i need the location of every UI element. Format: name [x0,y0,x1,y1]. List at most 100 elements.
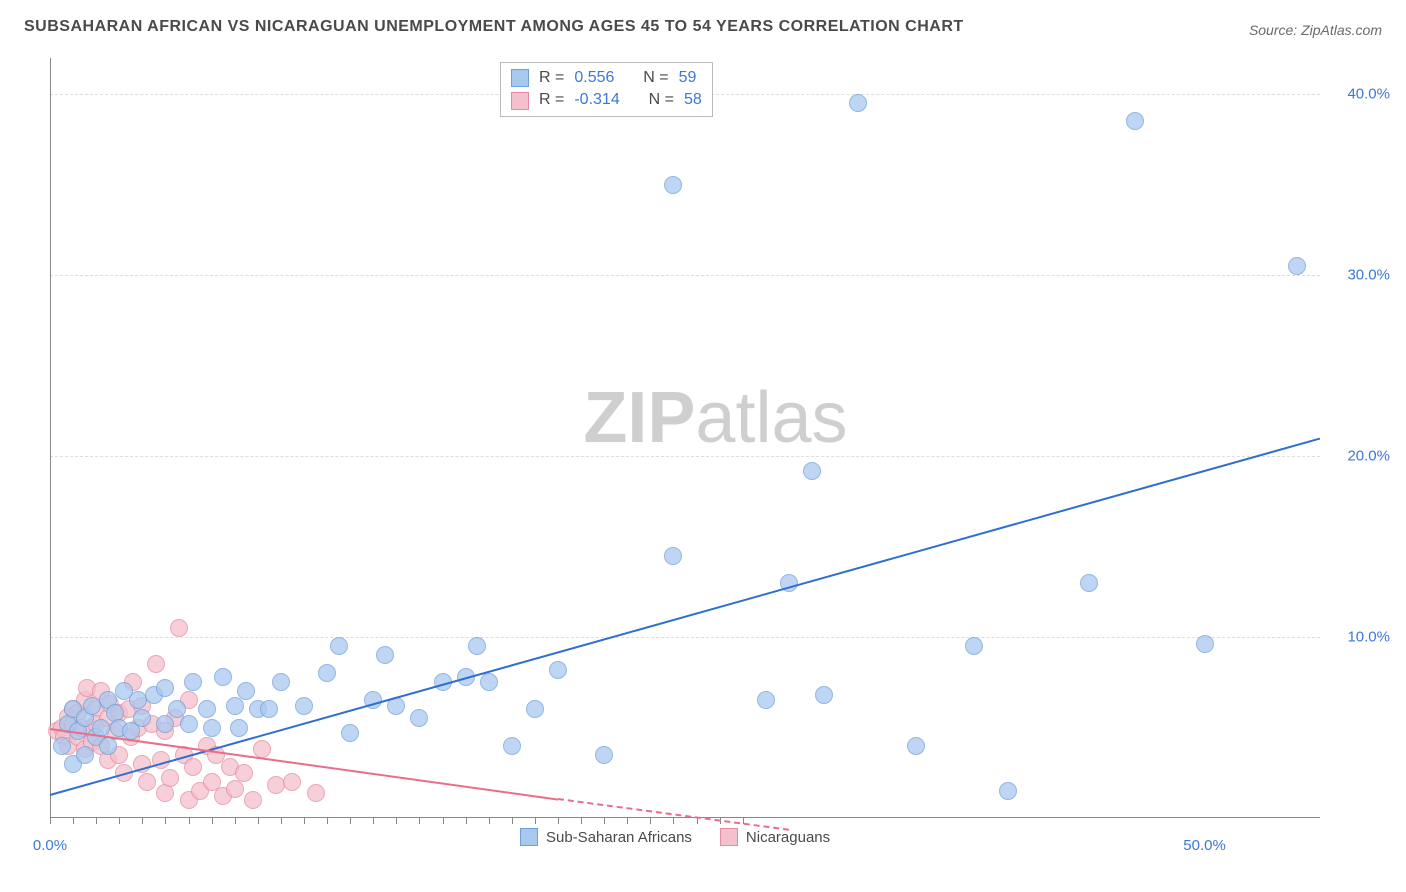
subsaharan-point [376,646,394,664]
y-tick-label: 30.0% [1330,267,1390,284]
subsaharan-point [318,664,336,682]
subsaharan-point [184,673,202,691]
subsaharan-point [226,697,244,715]
subsaharan-point [757,691,775,709]
x-tick-label: 0.0% [33,837,67,854]
subsaharan-point [965,637,983,655]
y-axis [50,58,51,818]
x-minor-tick [627,818,628,824]
subsaharan-point [230,719,248,737]
stat-n-value: 58 [684,89,702,111]
x-minor-tick [281,818,282,824]
subsaharan-point [341,724,359,742]
x-minor-tick [165,818,166,824]
subsaharan-point [999,782,1017,800]
x-minor-tick [697,818,698,824]
series-legend: Sub-Saharan Africans Nicaraguans [520,828,830,846]
nicaraguan-point [161,769,179,787]
x-minor-tick [581,818,582,824]
x-minor-tick [673,818,674,824]
stat-legend-row: R = -0.314 N = 58 [511,89,702,111]
subsaharan-point [480,673,498,691]
x-minor-tick [604,818,605,824]
subsaharan-point [198,700,216,718]
x-minor-tick [443,818,444,824]
stat-legend: R = 0.556 N = 59R = -0.314 N = 58 [500,62,713,117]
subsaharan-point [237,682,255,700]
y-tick-label: 20.0% [1330,448,1390,465]
subsaharan-point [803,462,821,480]
subsaharan-point [1126,112,1144,130]
subsaharan-point [410,709,428,727]
nicaraguan-point [253,740,271,758]
chart-title: SUBSAHARAN AFRICAN VS NICARAGUAN UNEMPLO… [24,18,964,36]
series-legend-label: Nicaraguans [746,829,830,846]
subsaharan-point [272,673,290,691]
ssa-trend-line [50,438,1321,796]
nicaraguan-point [138,773,156,791]
subsaharan-point [156,679,174,697]
subsaharan-point [53,737,71,755]
stat-r-value: 0.556 [574,67,614,89]
x-minor-tick [489,818,490,824]
x-minor-tick [350,818,351,824]
subsaharan-point [526,700,544,718]
source-label: Source: ZipAtlas.com [1249,22,1382,38]
subsaharan-point [330,637,348,655]
subsaharan-point [214,668,232,686]
subsaharan-point [503,737,521,755]
subsaharan-point [1196,635,1214,653]
nicaraguan-point [235,764,253,782]
y-tick-label: 10.0% [1330,629,1390,646]
x-minor-tick [466,818,467,824]
nicaraguan-point [147,655,165,673]
x-minor-tick [373,818,374,824]
stat-legend-row: R = 0.556 N = 59 [511,67,702,89]
subsaharan-point [664,547,682,565]
gridline [50,456,1320,457]
nic-trend-line-dashed [558,798,789,831]
x-minor-tick [212,818,213,824]
x-minor-tick [235,818,236,824]
subsaharan-point [260,700,278,718]
x-minor-tick [304,818,305,824]
x-minor-tick [558,818,559,824]
x-minor-tick [650,818,651,824]
subsaharan-point [180,715,198,733]
legend-swatch [511,92,529,110]
gridline [50,275,1320,276]
nicaraguan-point [170,619,188,637]
x-minor-tick [419,818,420,824]
x-minor-tick [50,818,51,824]
nicaraguan-point [244,791,262,809]
gridline [50,637,1320,638]
x-axis [50,817,1320,818]
legend-swatch [520,828,538,846]
legend-swatch [511,69,529,87]
subsaharan-point [664,176,682,194]
series-legend-item-nic: Nicaraguans [720,828,830,846]
x-minor-tick [396,818,397,824]
subsaharan-point [849,94,867,112]
stat-r-value: -0.314 [574,89,619,111]
nicaraguan-point [226,780,244,798]
stat-r-key: R = [539,67,564,89]
x-minor-tick [73,818,74,824]
legend-swatch [720,828,738,846]
watermark-rest: atlas [695,378,847,458]
watermark-bold: ZIP [583,378,695,458]
x-minor-tick [327,818,328,824]
chart-plot-area: ZIPatlas 10.0%20.0%30.0%40.0%0.0%50.0% [50,58,1320,818]
series-legend-label: Sub-Saharan Africans [546,829,692,846]
x-minor-tick [96,818,97,824]
subsaharan-point [295,697,313,715]
subsaharan-point [595,746,613,764]
subsaharan-point [203,719,221,737]
x-minor-tick [119,818,120,824]
x-minor-tick [189,818,190,824]
y-tick-label: 40.0% [1330,86,1390,103]
subsaharan-point [76,746,94,764]
x-minor-tick [142,818,143,824]
series-legend-item-ssa: Sub-Saharan Africans [520,828,692,846]
watermark: ZIPatlas [583,377,847,459]
